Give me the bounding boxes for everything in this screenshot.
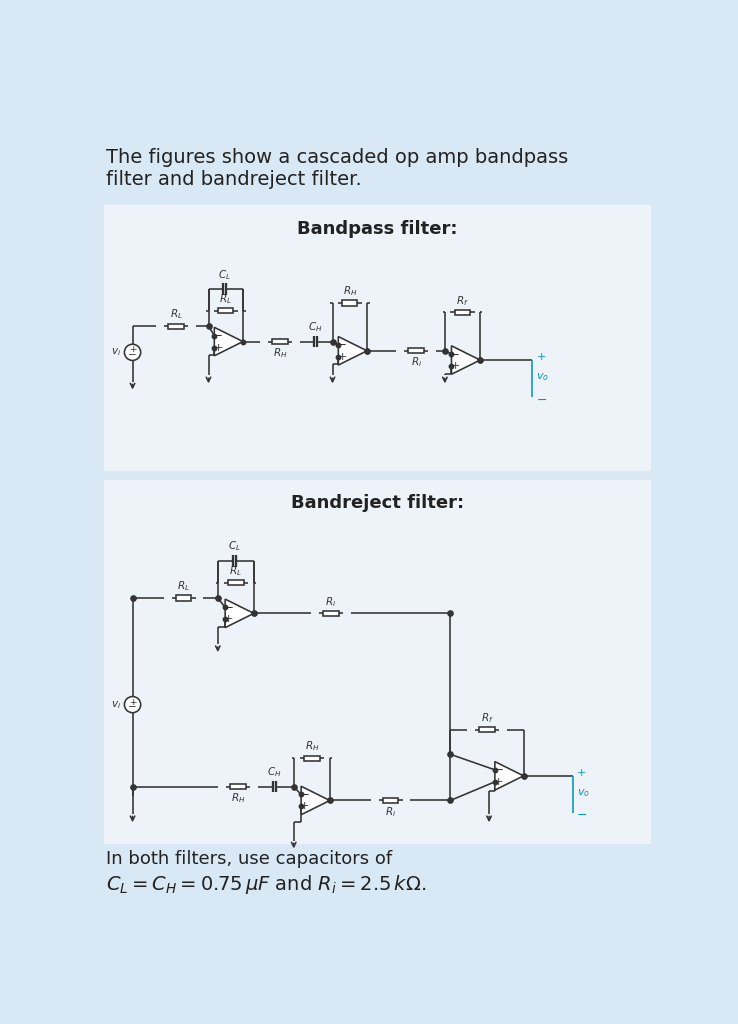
Bar [218,308,233,313]
Polygon shape [225,599,254,628]
Text: +: + [213,343,223,352]
Text: $R_i$: $R_i$ [385,805,396,819]
Text: Bandreject filter:: Bandreject filter: [291,494,464,512]
Text: $C_H$: $C_H$ [308,321,323,334]
Bar [104,205,651,471]
Text: −: − [494,763,503,776]
Bar [323,610,339,616]
Circle shape [125,696,141,713]
Text: $R_f$: $R_f$ [480,711,493,725]
Bar [230,784,246,790]
Text: The figures show a cascaded op amp bandpass: The figures show a cascaded op amp bandp… [106,147,568,167]
Text: $R_L$: $R_L$ [230,564,242,578]
Text: −: − [537,393,547,407]
Text: −: − [128,702,137,713]
Bar [455,309,470,315]
Text: −: − [213,329,223,342]
Text: $R_H$: $R_H$ [342,285,357,298]
Text: $R_H$: $R_H$ [305,739,319,754]
Bar [383,798,399,803]
Text: $C_L = C_H = 0.75\,\mu F$ and $R_i = 2.5\,k\Omega$.: $C_L = C_H = 0.75\,\mu F$ and $R_i = 2.5… [106,872,427,896]
Bar [272,339,288,344]
Text: $v_o$: $v_o$ [576,786,590,799]
Bar [408,348,424,353]
Text: −: − [576,809,587,822]
Text: $R_i$: $R_i$ [410,355,422,370]
Text: +: + [300,802,309,811]
Text: +: + [224,614,233,625]
Text: In both filters, use capacitors of: In both filters, use capacitors of [106,850,393,867]
Text: $R_L$: $R_L$ [177,580,190,593]
Text: −: − [337,338,347,351]
Text: $v_o$: $v_o$ [537,371,549,383]
Circle shape [125,344,141,360]
Text: $R_L$: $R_L$ [170,307,182,322]
Polygon shape [338,337,367,365]
Text: −: − [128,350,137,360]
Polygon shape [301,786,330,815]
Bar [228,580,244,585]
Text: +: + [337,352,347,361]
Text: $C_L$: $C_L$ [218,267,231,282]
Bar [104,480,651,844]
Text: $R_H$: $R_H$ [272,346,287,360]
Text: $C_H$: $C_H$ [267,765,282,779]
Bar [342,300,357,306]
Bar [168,324,184,329]
Bar [176,595,191,601]
Text: +: + [129,697,137,707]
Text: $R_f$: $R_f$ [456,294,469,307]
Text: −: − [300,788,310,801]
Text: +: + [129,345,137,354]
Text: filter and bandreject filter.: filter and bandreject filter. [106,170,362,188]
Bar [304,756,320,761]
Text: $R_H$: $R_H$ [231,792,245,805]
Text: $R_L$: $R_L$ [219,292,232,306]
Polygon shape [495,762,523,791]
Text: +: + [450,361,460,371]
Text: $v_i$: $v_i$ [111,698,121,711]
Text: −: − [450,347,460,360]
Text: −: − [224,601,234,613]
Text: +: + [494,777,503,786]
Text: $R_i$: $R_i$ [325,595,337,608]
Text: +: + [537,352,545,361]
Bar [479,727,494,732]
Text: $v_i$: $v_i$ [111,346,121,358]
Polygon shape [214,328,243,355]
Polygon shape [452,346,480,375]
Text: $C_L$: $C_L$ [227,540,241,553]
Text: Bandpass filter:: Bandpass filter: [297,220,458,238]
Text: +: + [576,768,586,778]
